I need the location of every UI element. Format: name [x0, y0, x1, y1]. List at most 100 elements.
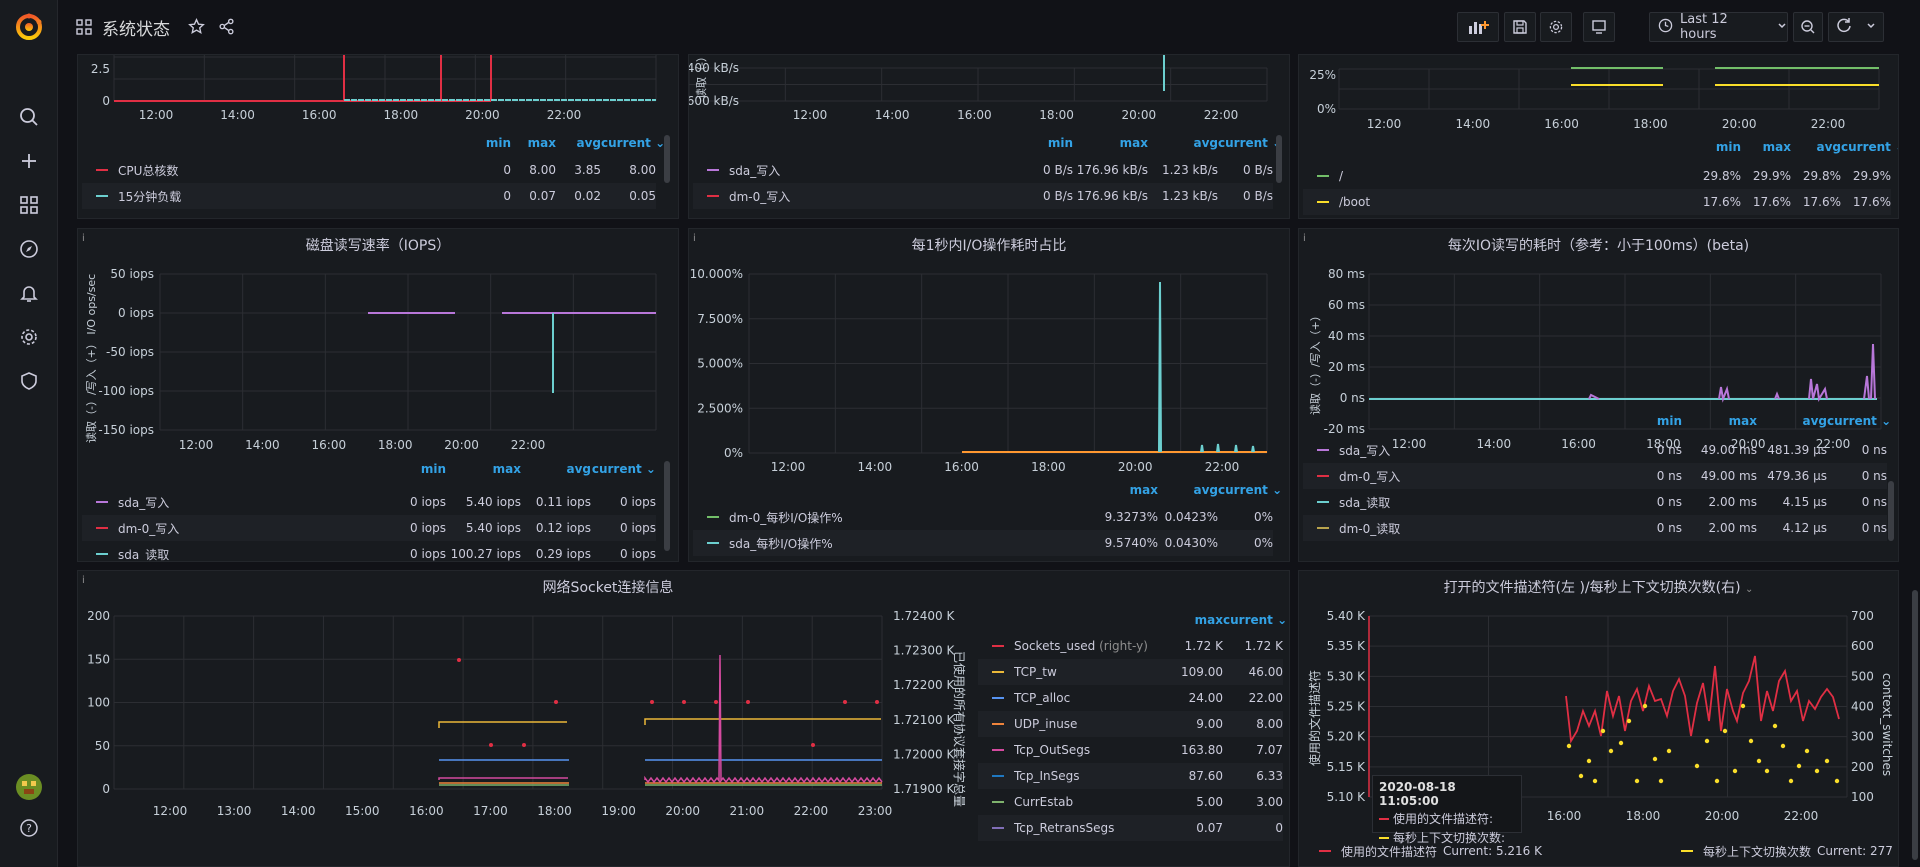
graph-iops[interactable]: 50 iops 0 iops -50 iops -100 iops -150 iops读…: [78, 229, 679, 457]
time-picker-button[interactable]: Last 12 hours: [1649, 12, 1788, 42]
legend-scrollbar[interactable]: [1276, 135, 1282, 183]
legend-header-min[interactable]: min: [1656, 414, 1682, 428]
x-tick-label: 12:00: [793, 108, 828, 122]
graph-io-time[interactable]: 10.000% 7.500% 5.000% 2.500% 0% 12:00 14:00 16:…: [689, 229, 1290, 479]
legend-item[interactable]: Tcp_InSegs 87.60 6.33: [978, 763, 1283, 789]
legend-header: min max avg current ⌄: [693, 133, 1283, 153]
legend-header-avg[interactable]: avg: [1802, 414, 1827, 428]
legend-item[interactable]: sda_读取 0 ns 2.00 ms 4.15 µs 0 ns: [1303, 489, 1887, 515]
legend-header-current[interactable]: current ⌄: [1218, 483, 1283, 497]
plus-icon[interactable]: [12, 144, 46, 178]
graph-disk-throughput[interactable]: -400 kB/s -600 kB/s读取（-） 12:00 14:00 16:00 18…: [689, 55, 1290, 130]
y-tick-label: 1.72300 K: [893, 644, 955, 658]
shield-icon[interactable]: [12, 364, 46, 398]
legend-header-min[interactable]: min: [420, 462, 446, 476]
help-icon[interactable]: ?: [12, 811, 46, 845]
legend-item[interactable]: Sockets_used (right-y) 1.72 K 1.72 K: [978, 633, 1283, 659]
legend-value-avg: 1.23 kB/s: [1161, 163, 1218, 177]
dashboards-icon[interactable]: [12, 188, 46, 222]
legend-scrollbar[interactable]: [664, 135, 670, 183]
tv-mode-icon[interactable]: [1583, 12, 1615, 42]
legend-item[interactable]: TCP_tw 109.00 46.00: [978, 659, 1283, 685]
legend-item[interactable]: 每秒上下文切换次数 Current: 277: [1681, 838, 1898, 864]
y-tick-label: 5.10 K: [1327, 790, 1367, 804]
search-icon[interactable]: [12, 100, 46, 134]
dashboard-title[interactable]: 系统状态: [102, 20, 170, 40]
graph-socket-info[interactable]: 200 150 100 50 0 1.72400 K 1.72300 K 1.72200 K 1…: [78, 571, 978, 867]
panel-title[interactable]: 网络Socket连接信息: [542, 580, 674, 596]
legend-header-max[interactable]: max: [1728, 414, 1757, 428]
add-panel-button[interactable]: [1457, 12, 1499, 42]
legend-header-max[interactable]: max: [492, 462, 521, 476]
graph-disk-usage[interactable]: 25% 0% 12:00 14:00 16:00 18:00 20:00 22:00: [1299, 55, 1899, 140]
panel-title[interactable]: 每次IO读写的耗时（参考：小于100ms）(beta): [1447, 238, 1750, 254]
legend-header-current[interactable]: current ⌄: [1223, 613, 1288, 627]
legend-scrollbar[interactable]: [1888, 481, 1894, 541]
legend-item[interactable]: sda_写入 0 ns 49.00 ms 481.39 µs 0 ns: [1303, 437, 1887, 463]
star-icon[interactable]: [188, 18, 205, 38]
legend-header-avg[interactable]: avg: [576, 136, 601, 150]
legend-header-current[interactable]: current ⌄: [601, 136, 666, 150]
legend-item[interactable]: dm-0_读取 0 ns 2.00 ms 4.12 µs 0 ns: [1303, 515, 1887, 541]
legend-scrollbar[interactable]: [664, 461, 670, 551]
legend-header-min[interactable]: min: [1715, 140, 1741, 154]
info-icon[interactable]: i: [1303, 233, 1306, 244]
legend-item[interactable]: sda_每秒I/O操作% 9.5740% 0.0430% 0%: [693, 530, 1273, 556]
legend-item[interactable]: CurrEstab 5.00 3.00: [978, 789, 1283, 815]
alerting-icon[interactable]: [12, 276, 46, 310]
legend-item[interactable]: CPU总核数 0 8.00 3.85 8.00: [82, 157, 656, 183]
legend-item[interactable]: TCP_alloc 24.00 22.00: [978, 685, 1283, 711]
legend-header-current[interactable]: current ⌄: [591, 462, 656, 476]
panel-title[interactable]: 磁盘读写速率（IOPS）: [305, 238, 451, 254]
legend-item[interactable]: dm-0_写入 0 ns 49.00 ms 479.36 µs 0 ns: [1303, 463, 1887, 489]
legend-header-max[interactable]: max: [527, 136, 556, 150]
panel-title[interactable]: 每1秒内I/O操作耗时占比: [911, 238, 1067, 254]
avatar[interactable]: [12, 770, 46, 804]
legend-header-max[interactable]: max: [1762, 140, 1791, 154]
graph-file-descriptors[interactable]: 5.40 K 5.35 K 5.30 K 5.25 K 5.20 K 5.15 K 5.10…: [1299, 571, 1899, 867]
share-icon[interactable]: [218, 18, 235, 38]
legend-header-avg[interactable]: avg: [1193, 483, 1218, 497]
zoom-out-icon[interactable]: [1793, 12, 1823, 42]
dashboard-settings-icon[interactable]: [1540, 12, 1572, 42]
legend-item[interactable]: Tcp_OutSegs 163.80 7.07: [978, 737, 1283, 763]
legend-item[interactable]: /boot 17.6% 17.6% 17.6% 17.6%: [1303, 189, 1891, 215]
legend-item[interactable]: 15分钟负载 0 0.07 0.02 0.05: [82, 183, 656, 209]
legend-header-max[interactable]: max: [1119, 136, 1148, 150]
legend-color-swatch: [1317, 449, 1329, 451]
legend-header-min[interactable]: min: [1047, 136, 1073, 150]
refresh-button[interactable]: [1828, 12, 1884, 42]
legend-header-max[interactable]: max: [1129, 483, 1158, 497]
legend-item[interactable]: / 29.8% 29.9% 29.8% 29.9%: [1303, 163, 1891, 189]
page-scrollbar[interactable]: [1912, 590, 1918, 860]
legend-item[interactable]: dm-0_每秒I/O操作% 9.3273% 0.0423% 0%: [693, 504, 1273, 530]
info-icon[interactable]: i: [693, 233, 696, 244]
legend-item[interactable]: dm-0_写入 0 B/s 176.96 kB/s 1.23 kB/s 0 B/s: [693, 183, 1273, 209]
legend-header-current[interactable]: current ⌄: [1841, 140, 1899, 154]
legend-header-max[interactable]: max: [1194, 613, 1223, 627]
legend-item[interactable]: sda_写入 0 iops 5.40 iops 0.11 iops 0 iops: [82, 489, 656, 515]
explore-icon[interactable]: [12, 232, 46, 266]
legend-item[interactable]: sda_写入 0 B/s 176.96 kB/s 1.23 kB/s 0 B/s: [693, 157, 1273, 183]
legend-header-current[interactable]: current ⌄: [1218, 136, 1283, 150]
save-icon[interactable]: [1504, 12, 1536, 42]
legend-header-avg[interactable]: avg: [1816, 140, 1841, 154]
grafana-logo-icon[interactable]: [12, 10, 46, 44]
legend-value-current: 0 B/s: [1243, 163, 1273, 177]
panel-title[interactable]: 打开的文件描述符(左 )/每秒上下文切换次数(右) ⌄: [1443, 580, 1754, 596]
graph-io-latency[interactable]: 80 ms 60 ms 40 ms 20 ms 0 ns -20 ms读取（-）/写入（+…: [1299, 229, 1899, 451]
settings-icon[interactable]: [12, 320, 46, 354]
legend-header-min[interactable]: min: [485, 136, 511, 150]
graph-cpu-load[interactable]: 2.5 0 12:00 14:00 16:00 18:00 20:00 22:00: [78, 55, 679, 130]
legend-item[interactable]: dm-0_写入 0 iops 5.40 iops 0.12 iops 0 iops: [82, 515, 656, 541]
legend-item[interactable]: Tcp_RetransSegs 0.07 0: [978, 815, 1283, 841]
legend-header-avg[interactable]: avg: [1193, 136, 1218, 150]
info-icon[interactable]: i: [82, 233, 85, 244]
legend-item[interactable]: sda_读取 0 iops 100.27 iops 0.29 iops 0 iops: [82, 541, 656, 561]
clock-icon: [1658, 18, 1673, 37]
legend-header-avg[interactable]: avg: [566, 462, 591, 476]
legend-header-current[interactable]: current ⌄: [1827, 414, 1892, 428]
legend-item[interactable]: UDP_inuse 9.00 8.00: [978, 711, 1283, 737]
info-icon[interactable]: i: [82, 575, 85, 586]
legend-item[interactable]: 使用的文件描述符 Current: 5.216 K: [1315, 838, 1645, 864]
